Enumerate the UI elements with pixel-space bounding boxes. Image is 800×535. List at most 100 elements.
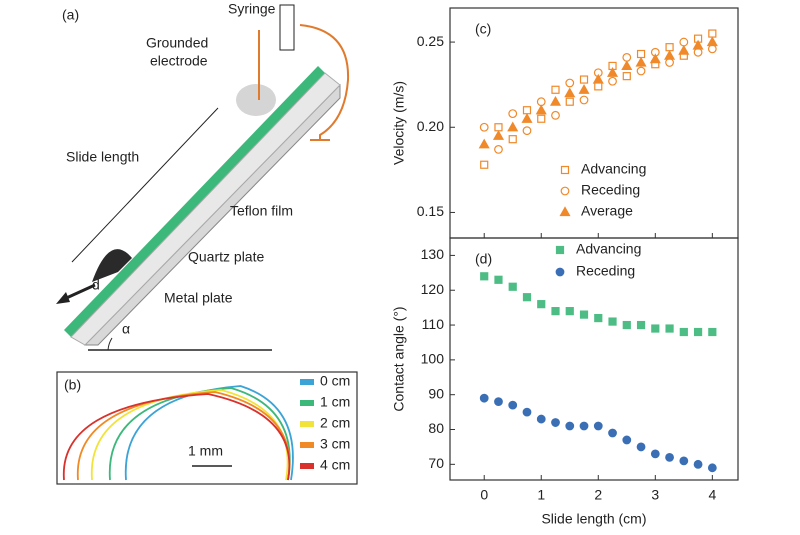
- point: [635, 56, 647, 67]
- y-tick-label: 110: [422, 316, 445, 332]
- x-tick-label: 0: [480, 487, 488, 503]
- point: [565, 421, 575, 431]
- angle-arc: [107, 337, 113, 351]
- x-tick-label: 3: [651, 487, 659, 503]
- point: [608, 76, 617, 86]
- point: [608, 428, 617, 438]
- point: [555, 267, 565, 277]
- legend-label: 1 cm: [320, 394, 350, 410]
- point: [560, 186, 570, 196]
- point: [551, 85, 560, 94]
- panel-label: (c): [475, 21, 491, 37]
- point: [679, 456, 689, 466]
- point: [479, 393, 489, 403]
- point: [565, 78, 575, 88]
- point: [480, 272, 489, 281]
- point: [608, 317, 617, 326]
- point: [508, 135, 517, 144]
- point: [679, 37, 689, 47]
- point: [707, 463, 717, 473]
- point: [679, 327, 688, 337]
- point: [622, 320, 631, 330]
- x-axis-label: Slide length (cm): [541, 511, 646, 527]
- y-tick-label: 130: [421, 246, 445, 262]
- contour: [124, 385, 294, 481]
- x-tick-label: 1: [537, 487, 545, 503]
- label: Slide length: [66, 149, 139, 165]
- point: [522, 407, 532, 417]
- legend-label: 2 cm: [320, 415, 350, 431]
- panel-label: (a): [62, 7, 79, 23]
- point: [578, 84, 590, 94]
- panel-label: (b): [64, 377, 81, 393]
- point: [551, 418, 560, 427]
- legend-swatch: [300, 442, 314, 448]
- x-tick-label: 2: [594, 487, 602, 503]
- point: [693, 47, 703, 57]
- point: [551, 307, 560, 316]
- point: [579, 75, 589, 84]
- point: [708, 327, 717, 337]
- point: [537, 114, 546, 123]
- legend-label: 0 cm: [320, 373, 350, 389]
- x-tick-label: 4: [708, 487, 716, 503]
- point: [622, 53, 632, 62]
- point: [622, 72, 631, 81]
- point: [693, 327, 703, 337]
- point: [480, 160, 489, 169]
- y-axis-label: Contact angle (°): [391, 306, 407, 411]
- point: [479, 122, 489, 132]
- point: [665, 58, 674, 67]
- point: [621, 60, 633, 71]
- point: [522, 126, 532, 136]
- contour: [108, 387, 291, 481]
- panel-a: (a) Syringe Grounded electrode Slide len…: [56, 1, 350, 351]
- point: [508, 400, 518, 410]
- label: Quartz plate: [188, 249, 264, 265]
- panel-label: (d): [475, 251, 492, 267]
- point: [579, 310, 589, 319]
- point: [593, 421, 603, 431]
- point: [636, 320, 646, 330]
- label: Teflon film: [230, 203, 293, 219]
- panel-frame: [56, 371, 358, 485]
- point: [508, 282, 517, 291]
- syringe-body: [279, 4, 295, 51]
- point: [594, 82, 603, 91]
- contour: [76, 391, 291, 481]
- teflon-strip: [64, 66, 325, 337]
- point: [664, 49, 676, 60]
- point: [508, 109, 518, 119]
- point: [579, 95, 589, 105]
- y-tick-label: 120: [421, 281, 445, 297]
- y-tick-label: 0.15: [417, 203, 444, 219]
- point: [507, 121, 519, 132]
- y-tick-label: 70: [428, 455, 444, 471]
- point: [579, 421, 589, 431]
- ground-wire: [299, 24, 350, 140]
- point: [494, 275, 503, 284]
- point: [549, 95, 562, 106]
- label: Metal plate: [164, 290, 233, 306]
- point: [494, 123, 503, 132]
- y-tick-label: 90: [428, 385, 444, 401]
- label: d: [92, 277, 100, 293]
- charts: (c) Velocity (m/s) 0.15 0.20 0.25 Advancing Re…: [391, 7, 739, 527]
- y-tick-label: 100: [421, 351, 445, 367]
- point: [707, 44, 717, 54]
- point: [535, 104, 547, 115]
- point: [706, 36, 718, 47]
- arrow-head: [56, 292, 70, 304]
- point: [594, 313, 603, 323]
- plot-frame: [449, 237, 739, 481]
- point: [560, 165, 570, 175]
- y-tick-label: 80: [428, 420, 444, 436]
- point: [636, 442, 646, 452]
- point: [692, 39, 704, 50]
- point: [665, 43, 674, 52]
- droplet-top: [236, 84, 276, 116]
- legend-label: Receding: [576, 263, 635, 279]
- legend-swatch: [300, 463, 314, 469]
- point: [564, 87, 576, 98]
